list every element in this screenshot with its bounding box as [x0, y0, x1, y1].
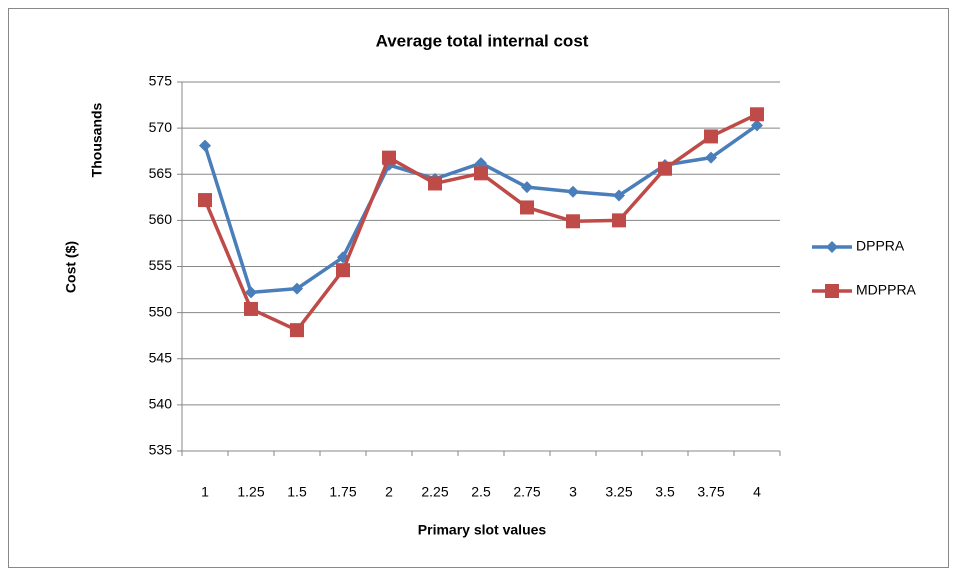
x-tick-label: 2.25: [421, 484, 448, 500]
legend-marker: [825, 284, 839, 298]
y-unit-label: Thousands: [89, 102, 105, 177]
point-marker: [291, 282, 303, 295]
point-marker: [428, 176, 442, 191]
y-tick-label: 570: [149, 119, 173, 135]
x-tick-label: 1: [201, 484, 209, 500]
point-marker: [705, 151, 717, 164]
point-marker: [566, 214, 580, 229]
point-marker: [567, 185, 579, 198]
x-tick-label: 3.5: [655, 484, 675, 500]
legend-label: MDPPRA: [856, 282, 917, 298]
x-tick-label: 3.25: [605, 484, 632, 500]
chart-border: [8, 8, 949, 568]
legend-label: DPPRA: [856, 238, 905, 254]
x-tick-label: 1.25: [237, 484, 264, 500]
point-marker: [751, 119, 763, 132]
y-tick-label: 540: [149, 396, 173, 412]
legend-marker: [826, 241, 838, 253]
x-tick-label: 2.75: [513, 484, 540, 500]
y-tick-label: 565: [149, 165, 173, 181]
x-tick-label: 3.75: [697, 484, 724, 500]
x-tick-label: 2.5: [471, 484, 491, 500]
y-tick-label: 550: [149, 303, 173, 319]
point-marker: [198, 193, 212, 208]
point-marker: [244, 301, 258, 316]
point-marker: [199, 139, 211, 152]
point-marker: [658, 161, 672, 176]
x-tick-label: 4: [753, 484, 761, 500]
point-marker: [474, 166, 488, 181]
point-marker: [704, 129, 718, 144]
y-tick-label: 535: [149, 442, 173, 458]
point-marker: [290, 323, 304, 338]
point-marker: [521, 181, 533, 194]
chart-title: Average total internal cost: [376, 31, 589, 50]
point-marker: [613, 189, 625, 202]
x-tick-label: 1.5: [287, 484, 307, 500]
point-marker: [245, 286, 257, 299]
point-marker: [520, 200, 534, 215]
x-tick-label: 3: [569, 484, 577, 500]
point-marker: [612, 213, 626, 228]
point-marker: [336, 263, 350, 278]
point-marker: [382, 150, 396, 165]
point-marker: [750, 107, 764, 122]
y-tick-label: 555: [149, 257, 173, 273]
y-axis-title: Cost ($): [63, 241, 79, 293]
y-tick-label: 545: [149, 349, 173, 365]
y-tick-label: 575: [149, 73, 173, 89]
x-tick-label: 2: [385, 484, 393, 500]
y-tick-label: 560: [149, 211, 173, 227]
point-marker: [475, 157, 487, 170]
series: [198, 107, 764, 338]
x-axis-title: Primary slot values: [418, 522, 547, 538]
x-tick-label: 1.75: [329, 484, 356, 500]
